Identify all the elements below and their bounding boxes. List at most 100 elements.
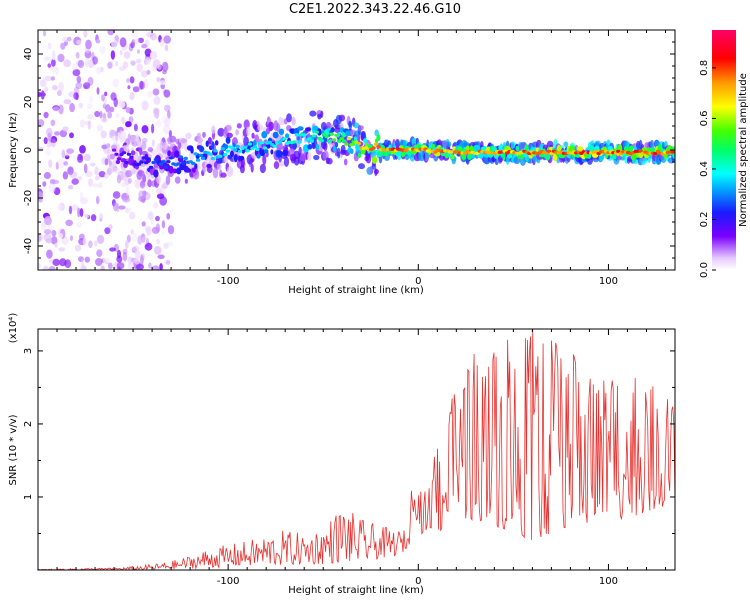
heatmap-cell bbox=[223, 153, 228, 157]
heatmap-cell bbox=[592, 153, 599, 158]
heatmap-cell bbox=[346, 137, 352, 141]
heatmap-cell bbox=[58, 104, 64, 115]
heatmap-cell bbox=[278, 128, 285, 135]
heatmap-cell bbox=[141, 156, 146, 160]
heatmap-cell bbox=[638, 149, 643, 153]
heatmap-cell bbox=[153, 107, 160, 115]
heatmap-cell bbox=[137, 170, 145, 177]
heatmap-cell bbox=[334, 133, 339, 137]
heatmap-cell bbox=[122, 248, 128, 255]
heatmap-cell bbox=[94, 110, 100, 118]
heatmap-cell bbox=[43, 137, 48, 145]
heatmap-cell bbox=[297, 126, 304, 131]
heatmap-cell bbox=[131, 39, 136, 45]
y-tick-label: 40 bbox=[23, 48, 34, 61]
heatmap-cell bbox=[338, 114, 346, 122]
heatmap-cell bbox=[450, 154, 455, 160]
heatmap-cell bbox=[62, 171, 69, 180]
heatmap-cell bbox=[67, 36, 72, 42]
heatmap-cell bbox=[149, 32, 157, 41]
heatmap-cell bbox=[259, 149, 266, 157]
heatmap-cell bbox=[95, 66, 102, 75]
heatmap-cell bbox=[107, 30, 114, 36]
heatmap-cell bbox=[165, 259, 171, 265]
heatmap-cell bbox=[236, 123, 242, 129]
heatmap-cell bbox=[469, 145, 474, 152]
heatmap-cell bbox=[277, 140, 282, 144]
heatmap-cell bbox=[252, 139, 257, 148]
heatmap-cell bbox=[127, 85, 131, 90]
heatmap-cell bbox=[116, 255, 123, 263]
heatmap-cell bbox=[292, 140, 297, 144]
heatmap-cell bbox=[155, 223, 161, 234]
heatmap-cell bbox=[95, 175, 100, 181]
heatmap-cell bbox=[39, 79, 47, 88]
heatmap-cell bbox=[47, 132, 52, 142]
heatmap-cell bbox=[96, 87, 100, 95]
heatmap-cell bbox=[67, 166, 74, 175]
colorbar-tick-label: 0.2 bbox=[699, 212, 710, 228]
heatmap-cell bbox=[140, 254, 144, 265]
heatmap-cell bbox=[79, 208, 84, 217]
heatmap-cell bbox=[297, 136, 300, 141]
heatmap-cell bbox=[196, 137, 203, 144]
heatmap-cell bbox=[230, 150, 234, 158]
heatmap-cell bbox=[118, 205, 126, 210]
colorbar-tick-label: 0.0 bbox=[699, 262, 710, 278]
heatmap-cell bbox=[82, 237, 87, 246]
heatmap-cell bbox=[78, 102, 84, 109]
heatmap-cell bbox=[202, 131, 206, 138]
heatmap-cell bbox=[57, 158, 65, 169]
heatmap-cell bbox=[109, 153, 115, 160]
y-tick-label: 0 bbox=[23, 147, 34, 153]
heatmap-cell bbox=[163, 35, 171, 44]
heatmap-cell bbox=[58, 247, 66, 252]
heatmap-cell bbox=[107, 61, 113, 69]
heatmap-cell bbox=[373, 142, 379, 146]
snr-y-ticks: 1 2 3 bbox=[23, 348, 675, 534]
heatmap-cell bbox=[168, 130, 172, 138]
heatmap-cell bbox=[51, 229, 57, 237]
heatmap-cell bbox=[107, 262, 113, 270]
heatmap-cell bbox=[329, 132, 334, 136]
heatmap-cell bbox=[75, 60, 83, 67]
heatmap-cell bbox=[326, 158, 333, 165]
heatmap-cell bbox=[111, 39, 118, 49]
heatmap-cell bbox=[115, 113, 120, 119]
heatmap-cell bbox=[157, 254, 165, 260]
heatmap-cell bbox=[139, 80, 144, 90]
heatmap-cell bbox=[312, 125, 319, 131]
heatmap-cell bbox=[69, 102, 75, 113]
heatmap-cell bbox=[194, 163, 198, 170]
heatmap-cell bbox=[363, 138, 368, 144]
heatmap-cell bbox=[85, 170, 93, 178]
heatmap-cell bbox=[198, 153, 203, 157]
heatmap-cell bbox=[590, 146, 596, 152]
heatmap-cell bbox=[153, 158, 159, 162]
heatmap-cell bbox=[42, 181, 47, 187]
heatmap-cell bbox=[149, 50, 158, 60]
heatmap-cell bbox=[101, 94, 105, 102]
heatmap-cell bbox=[115, 143, 121, 153]
heatmap-cell bbox=[84, 58, 90, 68]
heatmap-cell bbox=[115, 159, 121, 165]
heatmap-cell bbox=[48, 159, 53, 168]
heatmap-cell bbox=[136, 58, 142, 64]
heatmap-cell bbox=[172, 168, 177, 174]
heatmap-cell bbox=[52, 85, 58, 91]
heatmap-cell bbox=[167, 225, 175, 235]
heatmap-cell bbox=[100, 130, 107, 139]
heatmap-cell bbox=[371, 156, 378, 164]
heatmap-cell bbox=[357, 152, 362, 159]
heatmap-cell bbox=[102, 257, 111, 263]
heatmap-cell bbox=[91, 183, 100, 188]
heatmap-cell bbox=[99, 111, 103, 119]
heatmap-cell bbox=[97, 124, 104, 132]
heatmap-cell bbox=[291, 116, 296, 126]
heatmap-cell bbox=[69, 171, 78, 179]
heatmap-cell bbox=[159, 263, 163, 270]
heatmap-cell bbox=[210, 157, 216, 161]
heatmap-cell bbox=[320, 110, 324, 119]
heatmap-cell bbox=[322, 132, 327, 136]
heatmap-cell bbox=[549, 151, 554, 156]
